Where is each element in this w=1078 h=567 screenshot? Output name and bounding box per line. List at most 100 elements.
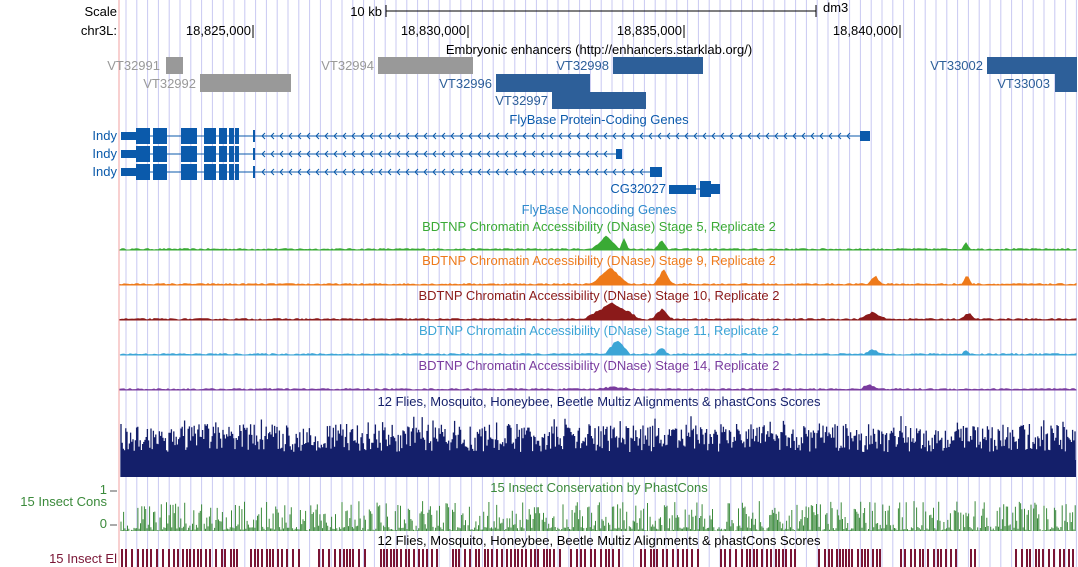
enhancer-vt32991-label[interactable]: VT32991 [107,58,160,73]
protein-coding-genes-track[interactable]: FlyBase Protein-Coding Genes Indy Indy I… [92,112,870,197]
conserved-element [162,549,164,567]
strand-arrow [522,168,527,176]
enhancer-vt32996[interactable]: VT32996 [439,74,590,92]
noncoding-genes-track[interactable]: FlyBase Noncoding Genes [522,202,677,217]
gene-model[interactable] [121,164,662,180]
strand-arrow [756,132,761,140]
enhancer-vt32997-block[interactable] [552,92,646,109]
strand-arrow [423,168,428,176]
enhancer-vt32998-block[interactable] [613,57,703,74]
scale-value: 10 kb [350,4,382,19]
strand-arrow [846,132,851,140]
conserved-element [735,549,737,567]
gene-label-indy-3[interactable]: Indy [92,164,117,179]
enhancer-vt32991[interactable]: VT32991 [107,57,183,74]
strand-arrow [585,168,590,176]
enhancer-vt32994-block[interactable] [378,57,473,74]
strand-arrow [819,132,824,140]
enhancer-vt32997[interactable]: VT32997 [495,92,646,109]
chrom-label: chr3L: [81,23,117,38]
phastcons-track-title: 15 Insect Conservation by PhastCons [490,480,708,495]
exon-block [229,164,234,180]
conserved-element [478,549,480,567]
exon-block [153,164,167,180]
strand-arrow [468,168,473,176]
strand-arrow [378,168,383,176]
dnase-stage-14-track[interactable]: BDTNP Chromatin Accessibility (DNase) St… [119,358,1077,391]
strand-arrow [441,150,446,158]
phastcons-track[interactable]: 15 Insect Conservation by PhastCons 15 I… [20,480,1076,531]
conserved-element [937,549,939,567]
enhancer-vt32992[interactable]: VT32992 [143,74,291,92]
dnase-stage-9-track[interactable]: BDTNP Chromatin Accessibility (DNase) St… [119,253,1077,286]
conserved-elements-track[interactable]: 12 Flies, Mosquito, Honeybee, Beetle Mul… [49,533,1074,567]
multiz-track-title: 12 Flies, Mosquito, Honeybee, Beetle Mul… [378,394,821,409]
enhancer-vt33003-label[interactable]: VT33003 [997,76,1050,91]
enhancer-vt32998-label[interactable]: VT32998 [556,58,609,73]
enhancers-track[interactable]: Embryonic enhancers (http://enhancers.st… [107,42,1077,109]
base-position-ruler[interactable]: Scale 10 kb dm3 chr3L: 18,825,000 18,830… [81,0,901,38]
enhancer-vt32992-block[interactable] [200,74,291,92]
strand-arrow [270,168,275,176]
strand-arrow [639,168,644,176]
enhancer-vt33002-block[interactable] [987,57,1077,74]
enhancer-vt32996-label[interactable]: VT32996 [439,76,492,91]
conserved-element [334,549,336,567]
enhancers-track-title: Embryonic enhancers (http://enhancers.st… [446,42,752,57]
exon-block [136,164,150,180]
strand-arrow [315,150,320,158]
conserved-element [842,549,844,567]
conserved-element [452,549,454,567]
terminal-exon [616,149,622,159]
gene-model[interactable] [121,146,622,162]
enhancer-vt32994-label[interactable]: VT32994 [321,58,374,73]
gene-label-indy-1[interactable]: Indy [92,128,117,143]
conserved-element [193,549,195,567]
enhancer-vt32994[interactable]: VT32994 [321,57,473,74]
gene-model[interactable] [121,128,870,144]
enhancer-vt32992-label[interactable]: VT32992 [143,76,196,91]
conserved-element [831,549,833,567]
conserved-element [186,549,188,567]
conserved-element [553,549,555,567]
strand-arrow [630,132,635,140]
enhancer-vt33003-block[interactable] [1055,74,1077,92]
conserved-element [724,549,726,567]
elements-side-label[interactable]: 15 Insect El [49,551,117,566]
multiz-track[interactable]: 12 Flies, Mosquito, Honeybee, Beetle Mul… [120,394,1076,477]
conserved-element [1053,549,1055,567]
conserved-element [121,549,123,567]
conserved-element [200,549,202,567]
conserved-element [386,549,388,567]
gene-model-cg32027[interactable] [669,181,720,197]
strand-arrow [468,132,473,140]
strand-arrow [801,132,806,140]
enhancer-vt32998[interactable]: VT32998 [556,57,703,74]
strand-arrow [405,168,410,176]
conserved-element [876,549,878,567]
dnase-stage-10-track[interactable]: BDTNP Chromatin Accessibility (DNase) St… [119,288,1077,321]
phastcons-side-label[interactable]: 15 Insect Cons [20,494,107,509]
conserved-element [131,549,133,567]
strand-arrow [774,132,779,140]
enhancer-vt32997-label[interactable]: VT32997 [495,93,548,108]
strand-arrow [657,132,662,140]
conserved-element [464,549,466,567]
enhancer-vt33002[interactable]: VT33002 [930,57,1077,74]
enhancer-vt32996-block[interactable] [496,74,590,92]
strand-arrow [342,150,347,158]
gene-models[interactable] [121,128,870,197]
enhancer-vt32991-block[interactable] [166,57,183,74]
gene-label-cg32027[interactable]: CG32027 [610,181,666,196]
dnase-stage-11-track[interactable]: BDTNP Chromatin Accessibility (DNase) St… [119,323,1077,356]
dnase-stage-9-title: BDTNP Chromatin Accessibility (DNase) St… [422,253,776,268]
conserved-element [458,549,460,567]
enhancer-vt33003[interactable]: VT33003 [997,74,1077,92]
dnase-stage-5-track[interactable]: BDTNP Chromatin Accessibility (DNase) St… [119,219,1077,251]
strand-arrow [495,132,500,140]
gene-label-indy-2[interactable]: Indy [92,146,117,161]
enhancer-vt33002-label[interactable]: VT33002 [930,58,983,73]
dnase-stage-10-title: BDTNP Chromatin Accessibility (DNase) St… [418,288,779,303]
